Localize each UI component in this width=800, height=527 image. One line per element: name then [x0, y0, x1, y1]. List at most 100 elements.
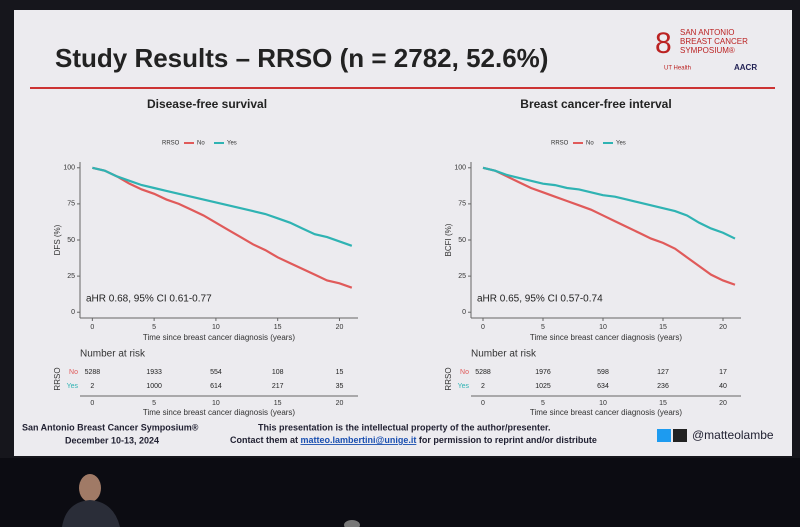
- risk-row-label: No: [69, 369, 78, 376]
- risk-x-tick-label: 10: [599, 400, 607, 407]
- legend-label: Yes: [227, 141, 237, 147]
- y-tick-label: 0: [462, 309, 466, 316]
- risk-count: 236: [657, 383, 669, 390]
- risk-x-tick-label: 20: [719, 400, 727, 407]
- footer-center: Contact them at matteo.lambertini@unige.…: [230, 435, 597, 445]
- x-tick-label: 10: [212, 324, 220, 331]
- x-tick-label: 20: [336, 324, 344, 331]
- y-tick-label: 25: [458, 273, 466, 280]
- y-tick-label: 75: [67, 201, 75, 208]
- legend-title: RRSO: [551, 141, 569, 147]
- audience-head: [344, 520, 360, 527]
- km-curve: [482, 166, 736, 240]
- x-axis-label: Time since breast cancer diagnosis (year…: [143, 333, 296, 342]
- legend-label: Yes: [616, 141, 626, 147]
- risk-count: 598: [597, 369, 609, 376]
- risk-x-axis-label: Time since breast cancer diagnosis (year…: [143, 408, 296, 417]
- y-axis-label: DFS (%): [53, 224, 62, 255]
- risk-x-tick-label: 0: [90, 400, 94, 407]
- logo-text: SAN ANTONIO: [680, 28, 735, 37]
- logo-text: SYMPOSIUM®: [680, 46, 735, 55]
- presenter-body: [62, 500, 120, 527]
- risk-count: 40: [719, 383, 727, 390]
- risk-row-label: Yes: [67, 383, 79, 390]
- annotation: aHR 0.65, 95% CI 0.57-0.74: [477, 294, 603, 305]
- annotation: aHR 0.68, 95% CI 0.61-0.77: [86, 294, 212, 305]
- x-tick-label: 0: [481, 324, 485, 331]
- risk-count: 5288: [475, 369, 491, 376]
- risk-count: 1000: [146, 383, 162, 390]
- y-tick-label: 100: [454, 165, 466, 172]
- x-axis-label: Time since breast cancer diagnosis (year…: [530, 333, 683, 342]
- y-tick-label: 50: [67, 237, 75, 244]
- risk-x-tick-label: 15: [274, 400, 282, 407]
- risk-count: 17: [719, 369, 727, 376]
- km-curve: [92, 166, 353, 289]
- risk-count: 1025: [535, 383, 551, 390]
- footer-text: for permission to reprint and/or distrib…: [419, 435, 597, 445]
- km-curve: [92, 166, 353, 247]
- risk-count: 1933: [146, 369, 162, 376]
- risk-count: 2: [481, 383, 485, 390]
- risk-x-tick-label: 10: [212, 400, 220, 407]
- footer-center: This presentation is the intellectual pr…: [258, 422, 551, 432]
- x-icon: [673, 429, 687, 442]
- risk-count: 15: [336, 369, 344, 376]
- risk-table-title: Number at risk: [471, 349, 537, 360]
- footer-left: San Antonio Breast Cancer Symposium®: [22, 422, 199, 432]
- slide-title: Study Results – RRSO (n = 2782, 52.6%): [55, 43, 548, 73]
- presenter-head: [79, 474, 101, 502]
- risk-count: 35: [336, 383, 344, 390]
- footer-left: December 10-13, 2024: [65, 435, 159, 445]
- handle: @matteolambe: [692, 428, 774, 442]
- email: matteo.lambertini@unige.it: [301, 435, 417, 445]
- x-tick-label: 5: [541, 324, 545, 331]
- risk-x-tick-label: 5: [541, 400, 545, 407]
- risk-count: 614: [210, 383, 222, 390]
- x-tick-label: 15: [659, 324, 667, 331]
- x-tick-label: 15: [274, 324, 282, 331]
- y-tick-label: 75: [458, 201, 466, 208]
- legend-title: RRSO: [162, 141, 180, 147]
- chart-title: Disease-free survival: [147, 97, 267, 111]
- risk-count: 1976: [535, 369, 551, 376]
- x-tick-label: 5: [152, 324, 156, 331]
- risk-x-tick-label: 5: [152, 400, 156, 407]
- y-tick-label: 25: [67, 273, 75, 280]
- y-tick-label: 50: [458, 237, 466, 244]
- logo-text: UT Health: [664, 66, 691, 72]
- slide: [14, 10, 792, 456]
- x-tick-label: 20: [719, 324, 727, 331]
- risk-x-tick-label: 15: [659, 400, 667, 407]
- logo-mark: 8: [655, 27, 672, 60]
- risk-count: 554: [210, 369, 222, 376]
- logo-text: AACR: [734, 63, 757, 72]
- twitter-icon: [657, 429, 671, 442]
- stage: [0, 458, 800, 527]
- risk-count: 2: [90, 383, 94, 390]
- risk-x-axis-label: Time since breast cancer diagnosis (year…: [530, 408, 683, 417]
- risk-x-tick-label: 20: [336, 400, 344, 407]
- y-tick-label: 0: [71, 309, 75, 316]
- y-axis-label: BCFI (%): [444, 223, 453, 256]
- risk-count: 634: [597, 383, 609, 390]
- risk-count: 5288: [85, 369, 101, 376]
- logo-text: BREAST CANCER: [680, 37, 748, 46]
- risk-row-label: No: [460, 369, 469, 376]
- legend-label: No: [586, 141, 594, 147]
- risk-count: 127: [657, 369, 669, 376]
- legend-label: No: [197, 141, 205, 147]
- risk-axis-label: RRSO: [444, 367, 453, 390]
- x-tick-label: 0: [90, 324, 94, 331]
- km-curve: [482, 166, 736, 286]
- risk-table-title: Number at risk: [80, 349, 146, 360]
- x-tick-label: 10: [599, 324, 607, 331]
- risk-count: 108: [272, 369, 284, 376]
- risk-count: 217: [272, 383, 284, 390]
- y-tick-label: 100: [63, 165, 75, 172]
- chart-title: Breast cancer-free interval: [520, 97, 671, 111]
- risk-row-label: Yes: [458, 383, 470, 390]
- risk-axis-label: RRSO: [53, 367, 62, 390]
